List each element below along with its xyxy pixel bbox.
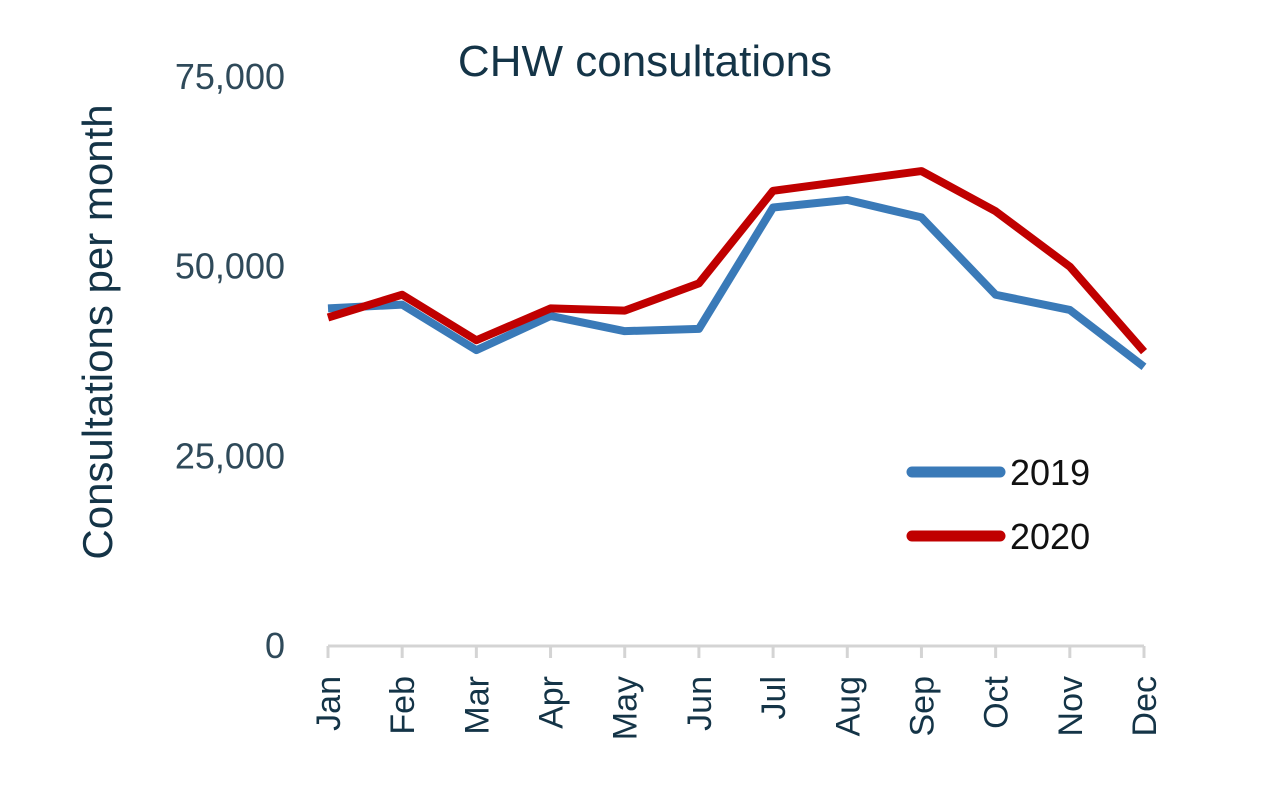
series-line-2020 bbox=[326, 167, 1148, 355]
x-tick-label: Jul bbox=[755, 676, 793, 719]
y-axis-label: Consultations per month bbox=[74, 104, 121, 559]
series-line-2019 bbox=[327, 195, 1147, 370]
chart-title: CHW consultations bbox=[458, 37, 832, 86]
x-tick-label: Mar bbox=[458, 676, 496, 735]
x-tick-label: Oct bbox=[978, 675, 1016, 728]
x-tick-label: May bbox=[607, 676, 645, 740]
x-axis: Jan Feb Mar Apr May Jun Jul Aug Sep Oct Nov Dec bbox=[310, 644, 1164, 740]
x-tick-label: Jan bbox=[310, 676, 348, 731]
x-tick-label: Feb bbox=[384, 676, 422, 735]
series-lines bbox=[326, 167, 1148, 370]
x-tick-label: Aug bbox=[829, 676, 867, 737]
y-tick-label: 25,000 bbox=[175, 435, 285, 476]
x-tick-label: Jun bbox=[681, 676, 719, 731]
legend-label-2019: 2019 bbox=[1010, 452, 1090, 493]
legend: 2019 2020 bbox=[906, 452, 1090, 557]
y-axis-ticks: 0 25,000 50,000 75,000 bbox=[175, 56, 285, 666]
y-tick-label: 75,000 bbox=[175, 56, 285, 97]
x-tick-label: Apr bbox=[533, 676, 571, 729]
x-tick-label: Sep bbox=[903, 676, 941, 737]
y-tick-label: 50,000 bbox=[175, 246, 285, 287]
legend-label-2020: 2020 bbox=[1010, 516, 1090, 557]
x-tick-label: Dec bbox=[1126, 676, 1164, 736]
y-tick-label: 0 bbox=[265, 625, 285, 666]
x-tick-label: Nov bbox=[1052, 676, 1090, 736]
